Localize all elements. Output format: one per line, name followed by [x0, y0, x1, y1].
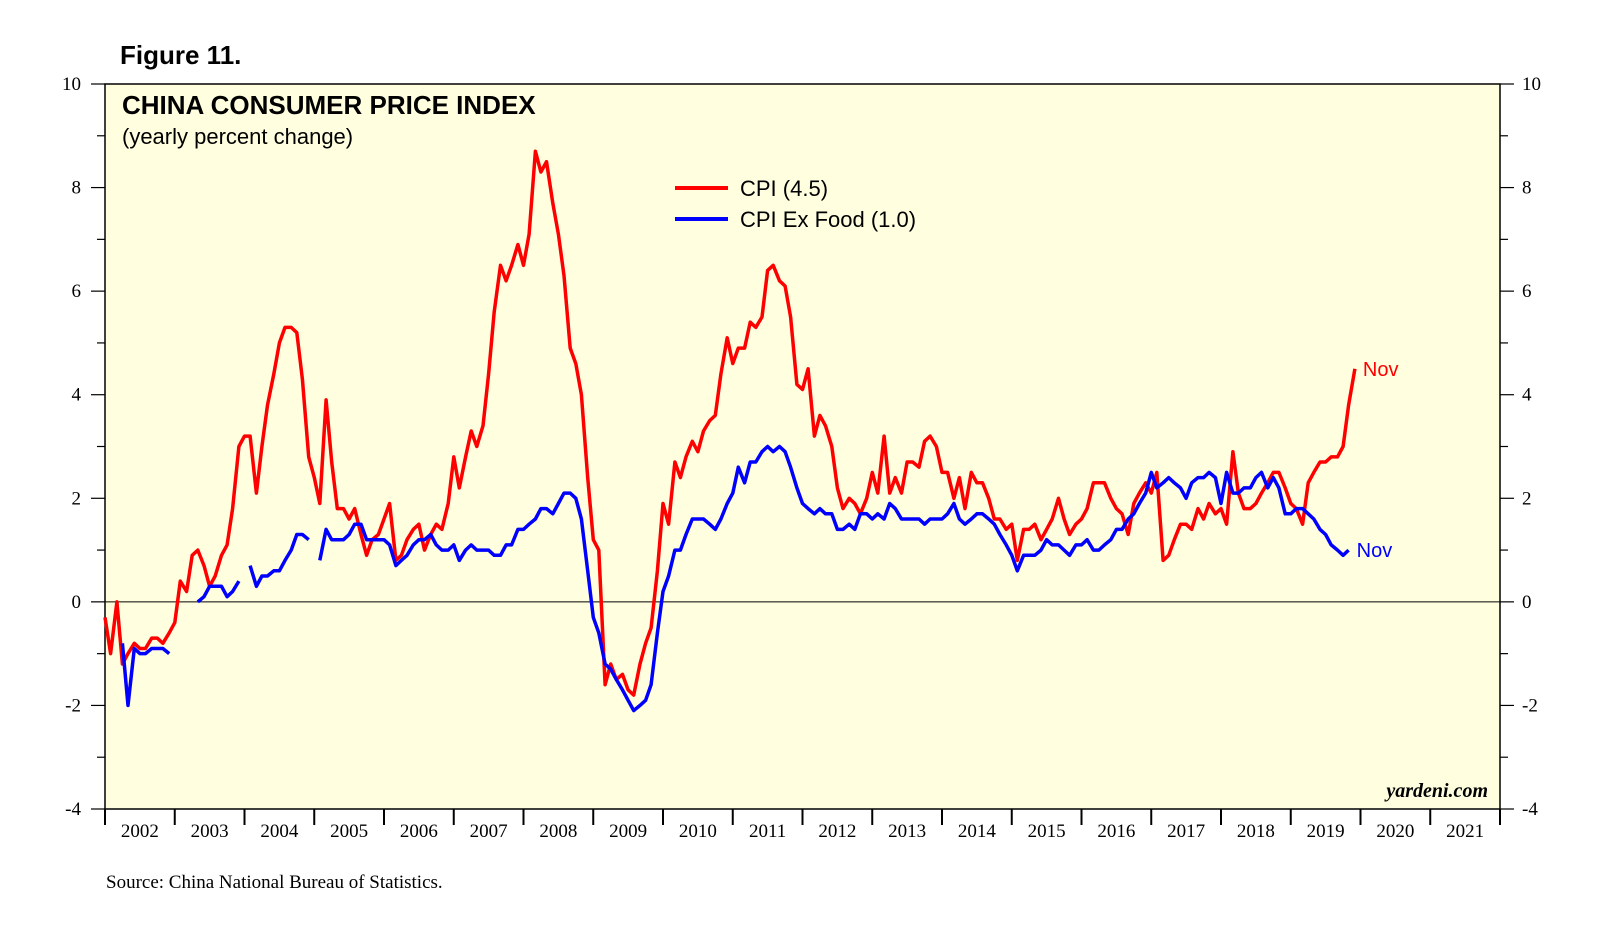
y-tick-label-right: 2 — [1522, 488, 1532, 509]
x-tick-label: 2021 — [1446, 821, 1484, 842]
y-tick-label-right: 8 — [1522, 178, 1532, 199]
x-tick-label: 2010 — [679, 821, 717, 842]
series-line-cpi-ex-food — [248, 532, 310, 589]
series-line-cpi-ex-food — [196, 580, 241, 604]
end-label-cpi-ex-food: Nov — [1357, 540, 1393, 562]
legend-label-cpi-ex-food: CPI Ex Food (1.0) — [740, 207, 916, 232]
y-tick-label-right: 0 — [1522, 592, 1532, 613]
y-tick-label-right: -2 — [1522, 695, 1538, 716]
y-tick-label-left: 2 — [72, 488, 82, 509]
x-tick-label: 2003 — [191, 821, 229, 842]
x-tick-label: 2007 — [470, 821, 508, 842]
y-tick-label-right: 4 — [1522, 385, 1532, 406]
end-label-cpi: Nov — [1363, 359, 1399, 381]
source-note: Source: China National Bureau of Statist… — [106, 872, 443, 893]
x-tick-label: 2016 — [1097, 821, 1135, 842]
x-tick-label: 2020 — [1376, 821, 1414, 842]
y-tick-label-right: 6 — [1522, 281, 1532, 302]
x-tick-label: 2017 — [1167, 821, 1205, 842]
figure-label: Figure 11. — [120, 40, 241, 70]
x-tick-label: 2012 — [818, 821, 856, 842]
chart-title: CHINA CONSUMER PRICE INDEX — [122, 90, 536, 120]
series-line-cpi-ex-food — [318, 444, 1350, 713]
y-tick-label-right: 10 — [1522, 74, 1541, 95]
legend: CPI (4.5) CPI Ex Food (1.0) — [675, 176, 916, 232]
x-tick-label: 2005 — [330, 821, 368, 842]
x-tick-label: 2013 — [888, 821, 926, 842]
axes: -4 -4 -2 -2 0 0 2 2 4 4 6 6 8 8 10 10 2002 2003 2004 2005 20… — [62, 74, 1541, 842]
x-tick-label: 2008 — [539, 821, 577, 842]
x-tick-label: 2019 — [1307, 821, 1345, 842]
y-tick-label-left: 10 — [62, 74, 81, 95]
legend-label-cpi: CPI (4.5) — [740, 176, 828, 201]
x-tick-label: 2014 — [958, 821, 997, 842]
y-tick-label-left: -4 — [65, 799, 81, 820]
x-tick-label: 2006 — [400, 821, 438, 842]
y-tick-label-left: 0 — [72, 592, 82, 613]
x-tick-label: 2018 — [1237, 821, 1275, 842]
y-tick-label-left: 8 — [72, 178, 82, 199]
y-tick-label-left: -2 — [65, 695, 81, 716]
x-tick-label: 2002 — [121, 821, 159, 842]
x-tick-label: 2009 — [609, 821, 647, 842]
x-tick-label: 2015 — [1028, 821, 1066, 842]
chart-subtitle: (yearly percent change) — [122, 124, 353, 149]
y-tick-label-right: -4 — [1522, 799, 1538, 820]
plot-area — [104, 83, 1501, 810]
series-lines — [103, 149, 1357, 713]
x-tick-label: 2011 — [749, 821, 786, 842]
y-tick-label-left: 4 — [72, 385, 82, 406]
y-tick-label-left: 6 — [72, 281, 82, 302]
x-tick-label: 2004 — [260, 821, 299, 842]
watermark: yardeni.com — [1384, 780, 1488, 802]
series-line-cpi-ex-food — [120, 643, 171, 708]
